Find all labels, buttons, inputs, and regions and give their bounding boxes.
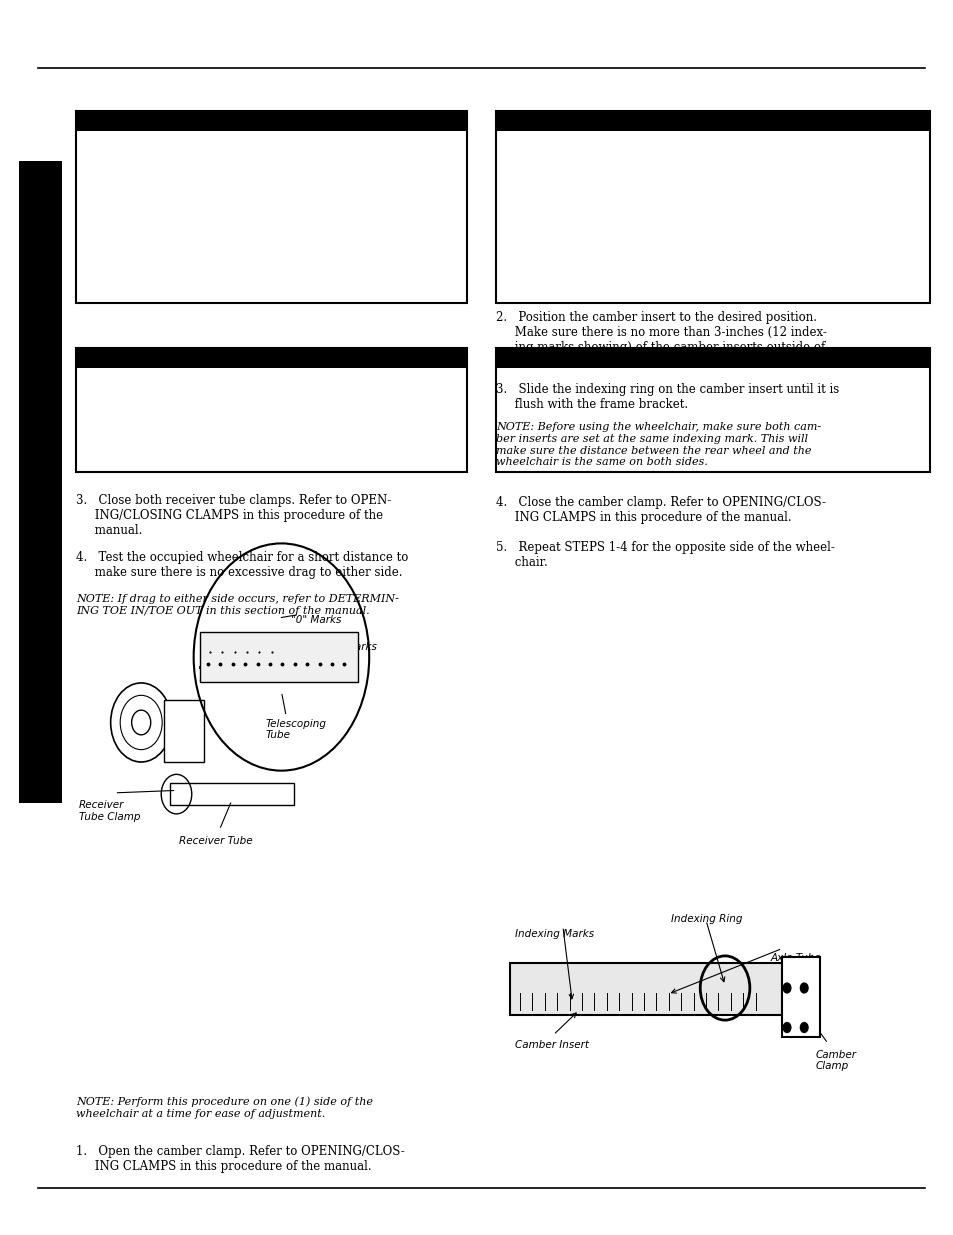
Text: 4.   Test the occupied wheelchair for a short distance to
     make sure there i: 4. Test the occupied wheelchair for a sh… <box>76 551 408 579</box>
Text: Receiver Tube: Receiver Tube <box>179 836 253 846</box>
Text: 3.   Slide the indexing ring on the camber insert until it is
     flush with th: 3. Slide the indexing ring on the camber… <box>496 383 839 411</box>
Text: "0" Marks: "0" Marks <box>291 615 341 625</box>
Bar <box>76 348 467 368</box>
Circle shape <box>800 983 807 993</box>
Text: Indexing Marks: Indexing Marks <box>515 929 594 939</box>
Bar <box>19 161 62 803</box>
Text: Camber Insert: Camber Insert <box>515 1040 589 1050</box>
Bar <box>164 700 204 762</box>
Circle shape <box>132 710 151 735</box>
Text: 1.   Open the camber clamp. Refer to OPENING/CLOS-
     ING CLAMPS in this proce: 1. Open the camber clamp. Refer to OPENI… <box>76 1145 405 1173</box>
Circle shape <box>111 683 172 762</box>
Bar <box>76 348 467 472</box>
Bar <box>496 348 929 472</box>
Circle shape <box>782 1023 790 1032</box>
Text: Telescoping
Tube: Telescoping Tube <box>265 719 326 740</box>
Text: 5.   Repeat STEPS 1-4 for the opposite side of the wheel-
     chair.: 5. Repeat STEPS 1-4 for the opposite sid… <box>496 541 834 569</box>
Bar <box>76 111 467 131</box>
Circle shape <box>782 983 790 993</box>
Bar <box>200 632 357 682</box>
Text: NOTE: Before using the wheelchair, make sure both cam-
ber inserts are set at th: NOTE: Before using the wheelchair, make … <box>496 422 821 467</box>
Text: 2.   Position the camber insert to the desired position.
     Make sure there is: 2. Position the camber insert to the des… <box>496 311 826 369</box>
Text: 3.   Close both receiver tube clamps. Refer to OPEN-
     ING/CLOSING CLAMPS in : 3. Close both receiver tube clamps. Refe… <box>76 494 391 537</box>
Text: NOTE: Perform this procedure on one (1) side of the
wheelchair at a time for eas: NOTE: Perform this procedure on one (1) … <box>76 1097 373 1119</box>
Text: NOTE: If drag to either side occurs, refer to DETERMIN-
ING TOE IN/TOE OUT in th: NOTE: If drag to either side occurs, ref… <box>76 594 398 615</box>
Bar <box>76 111 467 303</box>
Bar <box>510 963 791 1015</box>
Text: Indexing Ring: Indexing Ring <box>670 914 741 924</box>
Bar <box>170 783 294 805</box>
Bar <box>781 957 820 1037</box>
Bar <box>496 111 929 131</box>
Bar <box>496 348 929 368</box>
Circle shape <box>800 1023 807 1032</box>
Text: "X" Marks: "X" Marks <box>326 642 376 652</box>
Circle shape <box>120 695 162 750</box>
Text: Axle Tube: Axle Tube <box>770 953 821 963</box>
Text: Receiver
Tube Clamp: Receiver Tube Clamp <box>79 800 140 821</box>
Text: Camber
Clamp: Camber Clamp <box>815 1050 856 1071</box>
Text: 4.   Close the camber clamp. Refer to OPENING/CLOS-
     ING CLAMPS in this proc: 4. Close the camber clamp. Refer to OPEN… <box>496 496 825 525</box>
Bar <box>496 111 929 303</box>
